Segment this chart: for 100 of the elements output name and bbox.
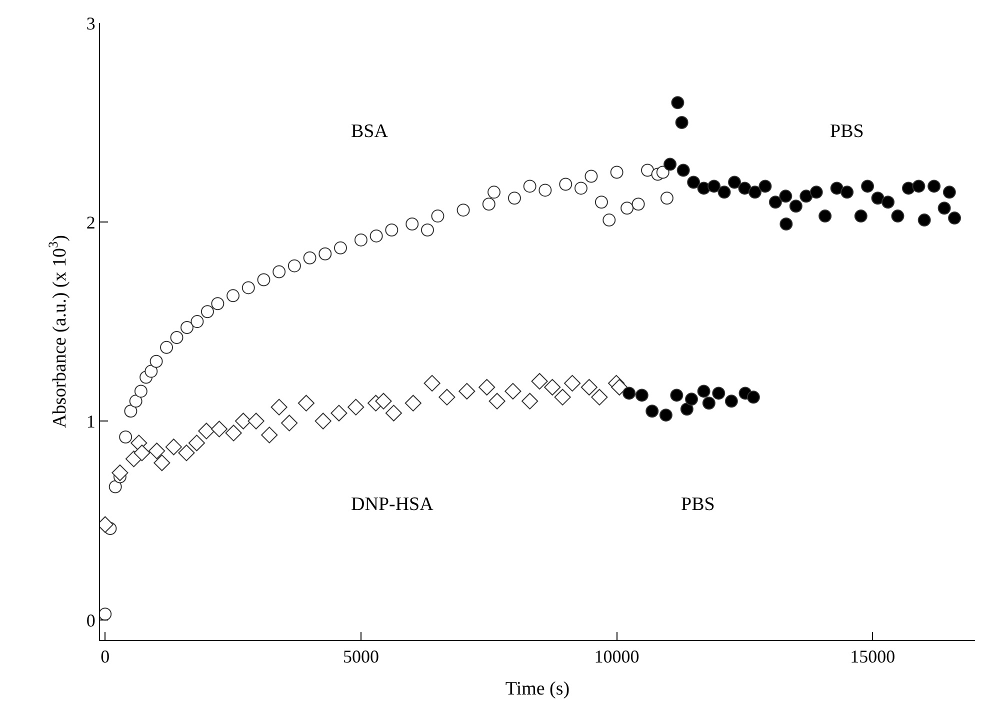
point — [178, 444, 195, 462]
point — [574, 182, 588, 195]
point — [912, 180, 926, 193]
point — [314, 412, 332, 430]
point — [538, 184, 552, 197]
y-tick-label: 0 — [86, 610, 96, 630]
point — [918, 214, 931, 227]
point — [198, 422, 215, 440]
point — [660, 192, 674, 205]
point — [458, 382, 476, 400]
point — [108, 480, 122, 494]
annotation: BSA — [351, 121, 388, 142]
point — [584, 170, 598, 183]
point — [620, 202, 634, 215]
point — [420, 223, 434, 236]
point — [861, 180, 874, 193]
point — [818, 210, 832, 223]
point — [646, 404, 659, 418]
point — [670, 388, 684, 402]
point — [248, 412, 264, 430]
point — [190, 315, 204, 328]
x-tick-label: 5000 — [342, 646, 379, 667]
point — [800, 190, 813, 203]
point — [298, 394, 315, 412]
point — [948, 212, 962, 225]
point — [261, 426, 278, 444]
y-tick-label: 3 — [86, 13, 96, 34]
point — [150, 354, 163, 368]
point — [504, 382, 522, 400]
point — [758, 180, 772, 193]
point — [591, 388, 608, 406]
point — [522, 392, 538, 410]
point — [891, 210, 904, 223]
point — [718, 186, 731, 199]
point — [508, 192, 521, 205]
point — [154, 454, 170, 472]
point — [656, 166, 670, 179]
point — [144, 364, 158, 378]
point — [119, 430, 132, 444]
point — [594, 196, 608, 209]
point — [602, 214, 616, 227]
point — [257, 273, 270, 286]
y-tick-label: 2 — [86, 212, 96, 232]
point — [225, 424, 242, 442]
point — [478, 378, 496, 396]
point — [406, 218, 419, 231]
point — [112, 464, 128, 482]
point — [370, 229, 383, 242]
point — [780, 218, 793, 231]
point — [748, 186, 762, 199]
point — [680, 402, 694, 416]
point — [438, 388, 456, 406]
point — [303, 251, 316, 264]
point — [675, 116, 688, 130]
point — [938, 202, 951, 215]
point — [234, 412, 252, 430]
point — [712, 386, 726, 400]
point — [170, 330, 184, 344]
point — [632, 198, 645, 211]
point — [424, 374, 440, 392]
point — [226, 289, 240, 302]
point — [697, 384, 710, 398]
annotation: DNP-HSA — [351, 494, 434, 515]
point — [810, 186, 823, 199]
annotation: PBS — [681, 494, 715, 515]
point — [354, 233, 368, 246]
annotation: PBS — [830, 121, 864, 142]
x-tick-label: 0 — [100, 646, 110, 667]
point — [728, 176, 741, 189]
point — [789, 200, 802, 213]
point — [702, 396, 716, 410]
point — [281, 414, 298, 432]
x-axis-title: Time (s) — [505, 678, 570, 700]
point — [882, 196, 895, 209]
point — [871, 192, 884, 205]
point — [664, 158, 677, 171]
point — [348, 398, 364, 416]
point — [564, 374, 581, 392]
point — [531, 372, 548, 390]
y-tick-label: 1 — [86, 411, 96, 432]
point — [610, 166, 624, 179]
point — [779, 190, 792, 203]
point — [482, 198, 496, 211]
point — [746, 390, 760, 404]
point — [724, 394, 738, 408]
point — [830, 182, 844, 195]
point — [738, 182, 752, 195]
point — [431, 210, 444, 223]
point — [641, 164, 654, 177]
point — [211, 297, 224, 310]
point — [840, 186, 854, 199]
point — [288, 259, 301, 272]
point — [148, 442, 166, 460]
point — [124, 404, 138, 418]
point — [659, 408, 672, 422]
point — [676, 164, 690, 177]
point — [456, 204, 470, 217]
point — [635, 388, 648, 402]
point — [134, 444, 150, 462]
point — [622, 386, 636, 400]
